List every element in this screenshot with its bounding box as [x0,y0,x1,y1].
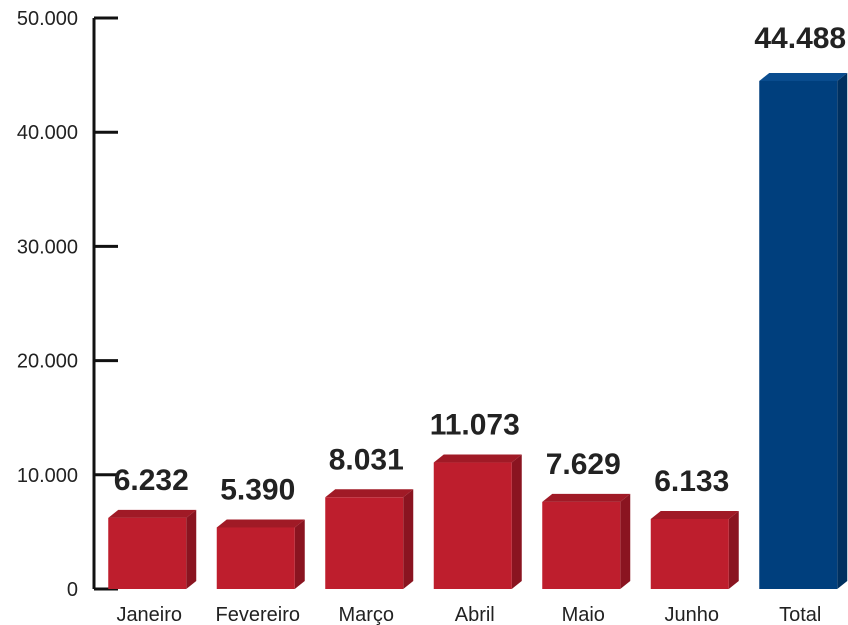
data-label: 7.629 [546,448,621,481]
bar-front-face [325,497,404,589]
x-category-label: Maio [562,604,605,625]
data-label: 44.488 [754,22,846,55]
y-tick-label: 30.000 [17,236,78,258]
bar-abril [433,454,522,589]
bar-top-face [108,509,197,518]
bar-side-face [403,489,414,589]
x-category-label: Junho [665,604,720,625]
bar-top-face [216,519,305,528]
bar-front-face [542,501,621,589]
bar-side-face [837,72,848,590]
data-labels: 6.232 5.390 8.031 11.073 7.629 6.133 44.488 [114,22,846,506]
bar-top-face [650,510,739,519]
bar-top-face [542,493,631,502]
x-category-label: Abril [455,604,495,625]
data-label: 6.232 [114,464,189,497]
x-category-label: Março [338,604,394,625]
x-category-label: Total [779,604,821,625]
x-category-label: Fevereiro [216,604,300,625]
y-tick-label: 10.000 [17,465,78,487]
bar-front-face [759,80,838,590]
bar-side-face [620,493,631,589]
bar-front-face [650,518,729,589]
data-label: 8.031 [329,443,404,476]
data-label: 6.133 [654,465,729,498]
bar-top-face [759,72,848,81]
bar-junho [650,510,739,589]
x-category-label: Janeiro [116,604,182,625]
y-tick-label: 0 [67,579,78,601]
bar-side-face [511,454,522,589]
bar-front-face [433,462,512,589]
bar-fevereiro [216,519,305,589]
bar-front-face [216,527,295,589]
bar-total [759,72,848,590]
bars [108,72,848,590]
bar-side-face [294,519,305,589]
data-label: 11.073 [430,409,520,442]
bar-janeiro [108,509,197,589]
y-tick-label: 50.000 [17,8,78,30]
y-axis: 0 10.000 20.000 30.000 40.000 50.000 [17,8,118,601]
bar-side-face [186,509,197,589]
y-tick-label: 20.000 [17,351,78,373]
bar-top-face [325,489,414,498]
y-tick-label: 40.000 [17,122,78,144]
bar-front-face [108,517,187,589]
bar-maio [542,493,631,589]
data-label: 5.390 [220,473,295,506]
x-axis-labels: Janeiro Fevereiro Março Abril Maio Junho Total [116,604,821,625]
bar-março [325,489,414,589]
bar-side-face [728,510,739,589]
bar-top-face [433,454,522,463]
